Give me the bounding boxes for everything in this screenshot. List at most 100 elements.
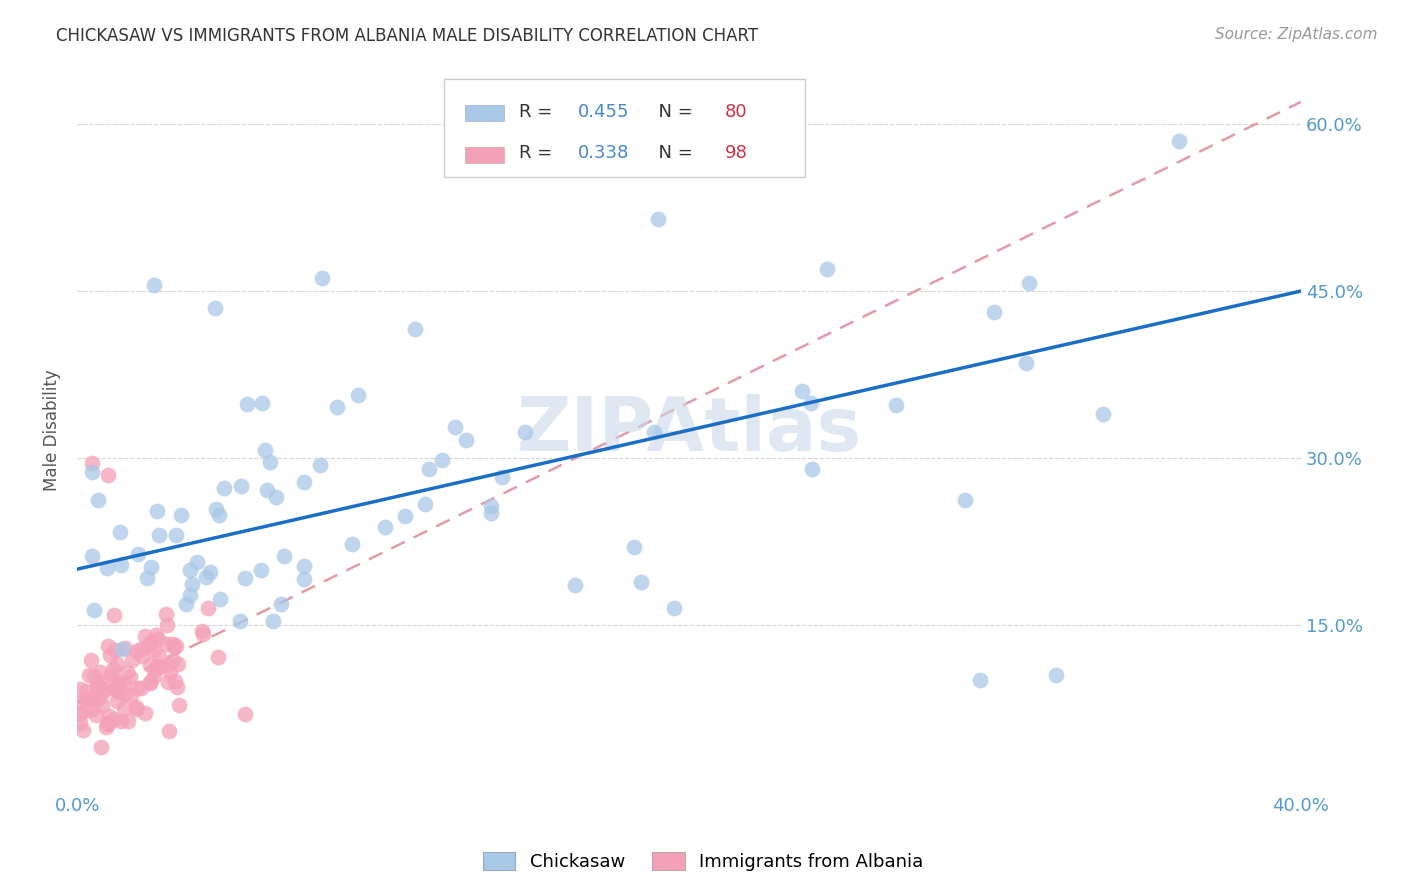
Point (129, 681, 152, 695)
Point (98, 648, 121, 662)
Point (97, 717, 120, 731)
Point (347, 388, 370, 402)
Point (790, 384, 813, 399)
Point (112, 675, 135, 690)
Point (112, 701, 135, 715)
Point (97, 639, 120, 653)
Point (162, 653, 184, 667)
Point (101, 673, 124, 687)
Point (564, 577, 586, 591)
Point (96, 716, 118, 731)
Point (104, 643, 127, 657)
Point (181, 577, 204, 591)
Point (90, 698, 112, 712)
Point (118, 670, 141, 684)
Point (236, 397, 259, 411)
Bar (465, 105, 505, 121)
Point (233, 571, 256, 585)
Point (481, 507, 503, 521)
Point (259, 455, 281, 469)
Point (235, 706, 257, 721)
Point (292, 572, 315, 586)
Point (264, 490, 287, 504)
Point (125, 643, 148, 657)
Point (197, 600, 219, 615)
Point (394, 508, 416, 523)
Point (148, 649, 170, 664)
Point (82, 457, 104, 471)
Text: N =: N = (647, 145, 699, 162)
Point (111, 641, 134, 656)
Point (309, 458, 332, 472)
Point (101, 663, 124, 677)
Point (491, 469, 513, 483)
Text: ZIPAtlas: ZIPAtlas (516, 393, 862, 467)
Point (801, 462, 824, 476)
Point (643, 425, 665, 439)
Point (662, 601, 685, 615)
Point (157, 723, 180, 738)
Text: CHICKASAW VS IMMIGRANTS FROM ALBANIA MALE DISABILITY CORRELATION CHART: CHICKASAW VS IMMIGRANTS FROM ALBANIA MAL… (56, 27, 758, 45)
Point (884, 398, 907, 412)
Point (444, 419, 467, 434)
Point (117, 665, 139, 680)
Point (800, 396, 823, 410)
Point (163, 639, 186, 653)
Point (207, 508, 229, 523)
Point (969, 673, 991, 688)
Point (136, 571, 159, 585)
Text: Source: ZipAtlas.com: Source: ZipAtlas.com (1215, 27, 1378, 42)
Point (179, 588, 201, 602)
Point (1167, 134, 1189, 148)
Point (155, 607, 177, 621)
Point (205, 502, 228, 516)
Point (256, 483, 278, 497)
Point (294, 475, 316, 490)
Point (374, 520, 396, 534)
Point (170, 508, 193, 523)
Point (1045, 668, 1067, 682)
Point (107, 679, 129, 693)
Point (311, 270, 333, 285)
Point (430, 453, 453, 467)
Point (143, 663, 166, 677)
Point (103, 607, 125, 622)
Point (148, 528, 170, 542)
Point (108, 525, 131, 540)
Y-axis label: Male Disability: Male Disability (44, 369, 60, 491)
Point (139, 674, 162, 689)
Point (229, 479, 252, 493)
Point (270, 597, 292, 611)
Point (114, 640, 136, 655)
Point (156, 617, 179, 632)
Point (83, 603, 105, 617)
Point (134, 706, 156, 720)
Point (84, 707, 107, 722)
Point (159, 665, 181, 679)
Point (165, 674, 187, 689)
Point (229, 615, 252, 629)
Point (117, 714, 139, 728)
Point (953, 492, 976, 507)
Point (125, 702, 148, 716)
Point (127, 547, 149, 561)
Text: 0.455: 0.455 (578, 103, 628, 121)
Point (105, 694, 128, 708)
Bar (465, 146, 505, 162)
Point (91, 685, 114, 699)
Point (250, 563, 273, 577)
Point (105, 679, 128, 693)
Point (97, 467, 120, 482)
Point (513, 425, 536, 440)
Point (1018, 276, 1040, 290)
Point (326, 400, 349, 414)
Point (110, 558, 132, 572)
Point (82, 465, 104, 479)
Point (138, 638, 160, 652)
Point (96, 561, 118, 575)
Point (273, 549, 295, 564)
Point (75, 684, 97, 698)
Point (179, 563, 201, 577)
Point (630, 575, 652, 590)
FancyBboxPatch shape (444, 79, 806, 177)
